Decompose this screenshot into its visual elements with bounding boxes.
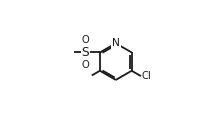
Text: S: S: [82, 46, 89, 59]
Text: O: O: [82, 60, 89, 70]
Text: Cl: Cl: [141, 71, 151, 81]
Text: O: O: [82, 35, 89, 45]
Text: N: N: [112, 38, 120, 48]
